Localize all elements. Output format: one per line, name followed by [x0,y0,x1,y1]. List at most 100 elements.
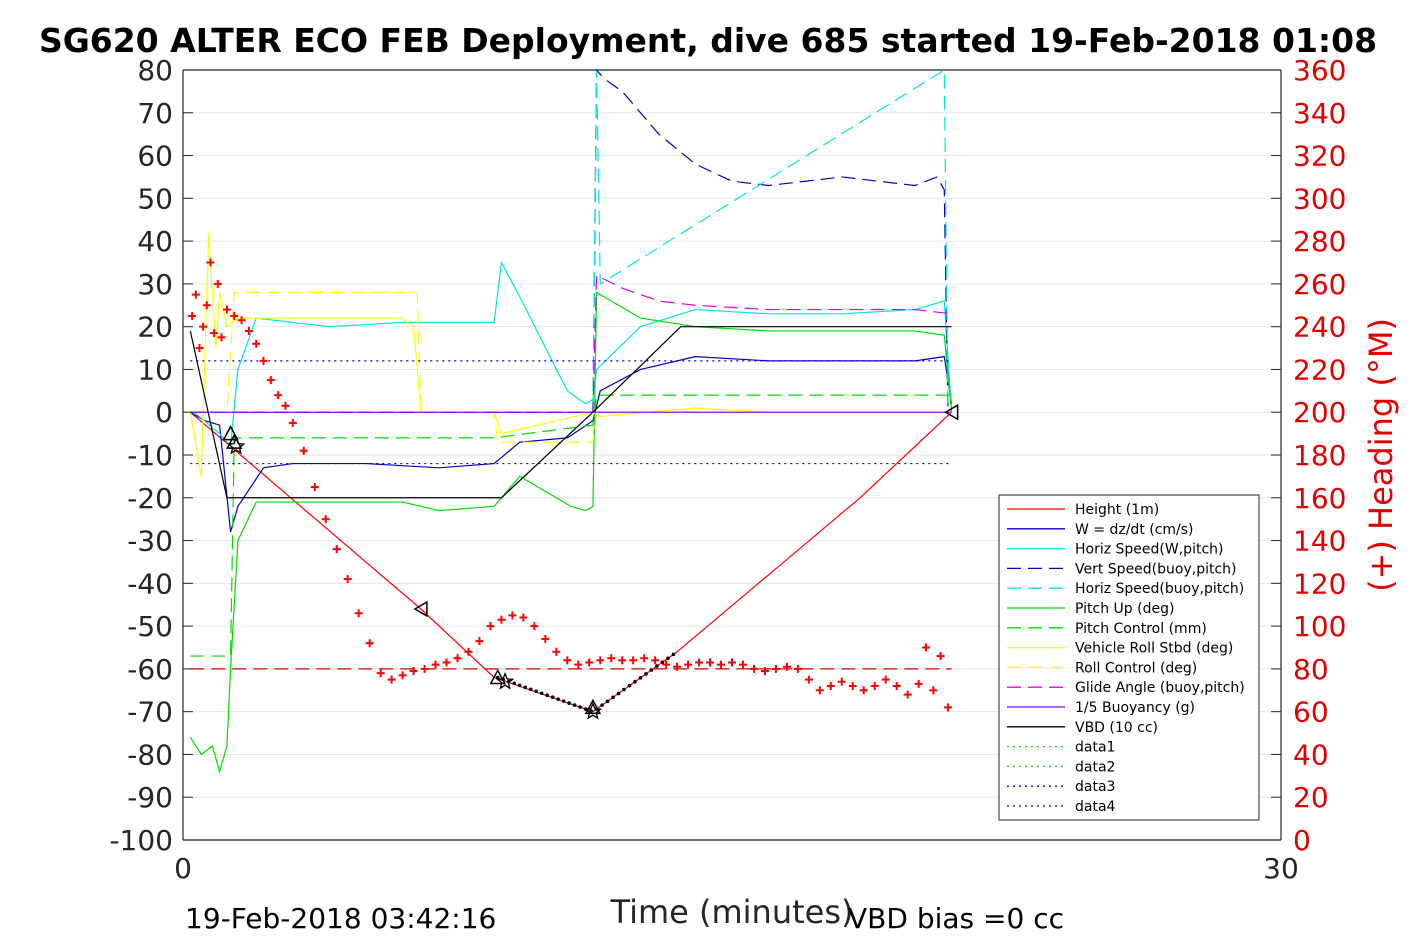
left-tick-label: -100 [109,824,173,857]
axes: 80706050403020100-10-20-30-40-50-60-70-8… [109,54,1346,885]
heading-point [332,545,341,554]
heading-point [244,326,253,335]
left-tick-label: 70 [137,97,173,130]
heading-point [706,658,715,667]
heading-point [420,664,429,673]
x-tick-label: 0 [174,852,192,885]
heading-point [921,643,930,652]
heading-point [210,329,219,338]
heading-point [274,391,283,400]
vbd-dot [528,687,533,692]
heading-point [530,622,539,631]
left-tick-label: -30 [127,525,173,558]
heading-point [259,356,268,365]
left-tick-label: -40 [127,567,173,600]
heading-point [695,658,704,667]
legend-label: Vehicle Roll Stbd (deg) [1075,641,1233,657]
heading-point [365,639,374,648]
vbd-dot [517,683,522,688]
vbd-dot [622,687,626,692]
vbd-dot [534,689,538,694]
legend-label: data4 [1075,799,1116,815]
x-axis-label: Time (minutes) [610,893,854,931]
right-tick-label: 320 [1293,140,1346,173]
heading-point [881,675,890,684]
vbd-dot [671,652,676,657]
vbd-dot [611,695,615,700]
legend: Height (1m) W = dz/dt (cm/s) Horiz Speed(W… [998,494,1260,821]
heading-point [409,667,418,676]
legend-label: W = dz/dt (cm/s) [1075,522,1194,538]
vbd-dot [495,675,500,680]
vbd-dot [633,679,637,684]
heading-point [195,344,204,353]
marker-star [226,436,246,455]
heading-point [321,515,330,524]
heading-point [230,311,239,320]
left-tick-label: 20 [137,311,173,344]
heading-point [684,660,693,669]
heading-point [943,703,952,712]
right-tick-label: 80 [1293,653,1329,686]
heading-point [936,652,945,661]
vbd-dot [545,693,549,698]
right-tick-label: 340 [1293,97,1346,130]
heading-point [299,446,308,455]
series-line-11 [189,326,952,499]
left-tick-label: -70 [127,696,173,729]
heading-point [607,654,616,663]
marker-triangle-left [944,403,959,421]
heading-point [237,316,246,325]
right-tick-label: 0 [1293,824,1311,857]
heading-point [749,664,758,673]
legend-label: Pitch Control (mm) [1075,621,1207,637]
left-tick-label: -50 [127,610,173,643]
heading-point [508,611,517,620]
legend-label: Vert Speed(buoy,pitch) [1075,561,1237,577]
heading-point [771,664,780,673]
right-tick-label: 220 [1293,353,1346,386]
vbd-dot [638,676,643,680]
left-tick-label: 40 [137,225,173,258]
marker-triangle-up [489,668,507,685]
vbd-dot [572,703,577,707]
heading-point [202,301,211,310]
marker-star [495,671,515,690]
left-tick-label: -90 [127,781,173,814]
legend-label: 1/5 Buoyancy (g) [1075,700,1195,716]
right-tick-label: 120 [1293,567,1346,600]
series-line-7 [189,232,952,477]
heading-point [826,682,835,690]
vbd-dot [578,705,582,709]
heading-point [651,656,660,665]
legend-label: data3 [1075,779,1115,795]
right-tick-label: 360 [1293,54,1346,87]
heading-point [464,647,473,656]
right-tick-label: 100 [1293,610,1346,643]
heading-point [717,660,726,669]
x-tick-label: 30 [1263,852,1299,885]
series-line-9 [190,274,952,413]
vbd-dot [627,683,632,688]
right-tick-label: 140 [1293,525,1346,558]
heading-point [870,682,879,690]
heading-point [848,682,857,690]
heading-point [288,418,297,427]
heading-point [728,658,736,667]
vbd-dot [660,660,665,664]
legend-label: data2 [1075,759,1115,775]
heading-point [903,690,912,699]
heading-point [266,376,275,385]
marker-triangle-up [584,698,602,715]
left-tick-label: -10 [127,439,173,472]
series-line-0 [189,411,953,713]
heading-point [596,656,605,665]
heading-point [497,615,506,624]
marker-triangle-up [222,425,239,441]
right-tick-label: 60 [1293,696,1329,729]
heading-point [387,675,396,684]
vbd-dot [539,691,544,696]
heading-point [206,258,215,267]
heading-point [837,677,846,686]
heading-point [213,279,222,288]
